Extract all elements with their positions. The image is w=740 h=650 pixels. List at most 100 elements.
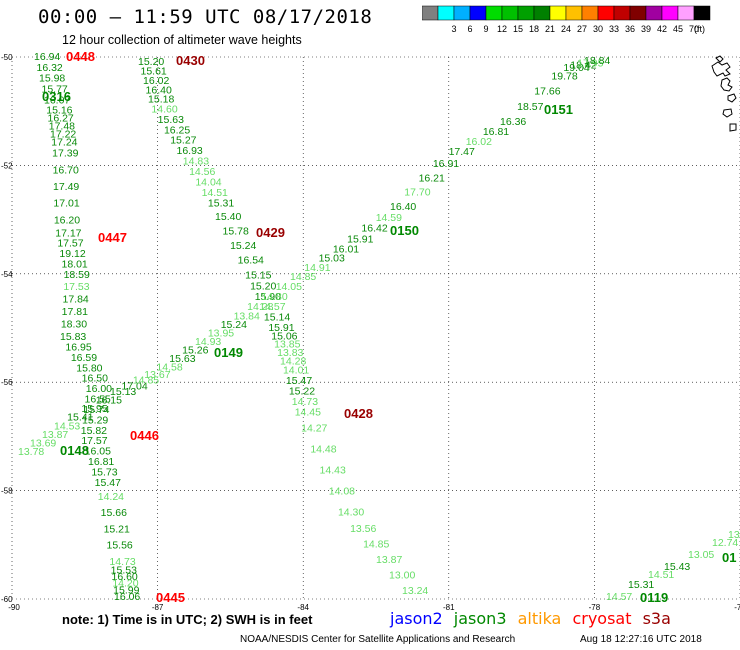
track-c-value: 17.66 — [534, 86, 560, 98]
credit-line: NOAA/NESDIS Center for Satellite Applica… — [240, 634, 516, 645]
track-c-value: 16.36 — [500, 116, 526, 128]
track-c-value: 14.93 — [195, 336, 221, 348]
track-a-value: 15.77 — [42, 84, 68, 96]
track-a-value: 17.24 — [51, 136, 77, 148]
track-a-value: 17.39 — [52, 148, 78, 160]
pass-label: 01 — [722, 550, 736, 565]
track-a-value: 15.66 — [101, 507, 127, 519]
track-a-value: 15.73 — [91, 466, 117, 478]
legend-label: 12 — [497, 24, 507, 34]
track-a-value: 17.84 — [63, 294, 89, 306]
color-legend: 3 6 9 12 15 18 21 24 27 30 33 36 39 42 45 70(ft) — [422, 5, 711, 34]
track-a-value: 19.12 — [59, 248, 85, 260]
track-c-value: 19.78 — [551, 71, 577, 83]
sat-altika: altika — [517, 609, 562, 628]
track-b-value: 16.02 — [143, 75, 169, 87]
track-c-value: 14.80 — [261, 291, 287, 303]
track-c-value: 17.70 — [404, 187, 430, 199]
track-b-value: 16.25 — [164, 124, 190, 136]
track-c-value: 18.57 — [517, 101, 543, 113]
legend-label: 39 — [641, 24, 651, 34]
legend-swatch — [693, 5, 711, 21]
x-tick-label: -75 — [734, 603, 740, 612]
track-a-value: 18.01 — [62, 259, 88, 271]
track-b-value: 14.48 — [310, 444, 336, 456]
track-b-value: 13.83 — [277, 347, 303, 359]
track-d-value: 13.24 — [728, 529, 740, 541]
track-b-value: 14.04 — [195, 177, 221, 189]
track-a-value: 15.29 — [82, 414, 108, 426]
track-a-value: 18.30 — [61, 319, 87, 331]
track-c-value: 15.13 — [110, 386, 136, 398]
track-a-value: 15.47 — [95, 477, 121, 489]
track-a-value: 16.27 — [48, 113, 74, 125]
track-c-value: 16.21 — [419, 172, 445, 184]
track-b-value: 14.85 — [363, 539, 389, 551]
legend-label: 6 — [467, 24, 472, 34]
coastline-fragment — [722, 108, 733, 118]
track-a-value: 16.70 — [53, 164, 79, 176]
chart-subtitle: 12 hour collection of altimeter wave hei… — [62, 33, 302, 47]
track-a-value: 16.81 — [88, 456, 114, 468]
pass-label: 0148 — [60, 443, 89, 458]
track-c-value: 16.01 — [333, 244, 359, 256]
track-b-value: 15.20 — [138, 56, 164, 68]
track-c-value: 15.24 — [221, 319, 247, 331]
track-b-value: 13.00 — [389, 570, 415, 582]
pass-label: 0149 — [214, 345, 243, 360]
track-c-value: 16.42 — [361, 223, 387, 235]
track-b-value: 15.22 — [289, 385, 315, 397]
coastline-fragment — [729, 123, 737, 132]
y-tick-label: -60 — [1, 595, 13, 604]
track-c-value: 15.41 — [67, 412, 93, 424]
track-a-value: 15.56 — [107, 540, 133, 552]
track-c-value: 18.42 — [570, 60, 596, 72]
track-a-value: 15.98 — [39, 73, 65, 85]
track-a-value: 17.57 — [81, 435, 107, 447]
track-c-value: 13.78 — [18, 446, 44, 458]
sat-jason2: jason2 — [390, 609, 443, 628]
track-c-value: 14.85 — [290, 271, 316, 283]
track-c-value: 13.69 — [30, 437, 56, 449]
pass-label: 0445 — [156, 590, 185, 605]
track-a-value: 15.99 — [113, 584, 139, 596]
track-d-value: 14.51 — [648, 569, 674, 581]
track-b-value: 15.78 — [223, 225, 249, 237]
track-c-value: 13.87 — [42, 429, 68, 441]
legend-unit: (ft) — [694, 24, 705, 34]
track-c-value: 15.91 — [347, 234, 373, 246]
axis-ticks: -90 -87 -84 -81 -78 -75 -50 -52 -54 -56 -58 -60 — [1, 53, 740, 612]
track-b-value: 15.20 — [250, 280, 276, 292]
track-b-value: 16.40 — [146, 84, 172, 96]
track-c-value: 16.40 — [390, 201, 416, 213]
legend-label: 21 — [545, 24, 555, 34]
track-a-value: 18.59 — [64, 269, 90, 281]
track-b-value: 15.61 — [141, 65, 167, 77]
track-c-value: 13.95 — [208, 327, 234, 339]
legend-label: 24 — [561, 24, 571, 34]
track-a-value: 17.17 — [55, 227, 81, 239]
track-b-value: 15.18 — [148, 94, 174, 106]
track-b-value: 14.30 — [338, 506, 364, 518]
track-c-value: 14.59 — [376, 212, 402, 224]
track-c-value: 15.03 — [319, 253, 345, 265]
track-a-value: 16.50 — [82, 373, 108, 385]
track-a-value: 15.16 — [46, 105, 72, 117]
y-tick-label: -50 — [1, 53, 13, 62]
track-a-value: 16.06 — [114, 591, 140, 603]
track-c-value: 17.04 — [121, 380, 147, 392]
track-b-value: 14.60 — [151, 103, 177, 115]
coastline-fragment — [720, 77, 733, 92]
track-a-value: 16.95 — [65, 341, 91, 353]
y-tick-label: -56 — [1, 378, 13, 387]
pass-label: 0316 — [42, 89, 71, 104]
timestamp: Aug 18 12:27:16 UTC 2018 — [580, 634, 702, 645]
track-b-value: 16.54 — [238, 255, 264, 267]
track-b-value: 14.57 — [259, 301, 285, 313]
footnote: note: 1) Time is in UTC; 2) SWH is in fe… — [62, 612, 313, 627]
track-b-value: 13.85 — [274, 339, 300, 351]
track-a-value: 16.05 — [85, 446, 111, 458]
x-tick-label: -90 — [8, 603, 20, 612]
track-c-value: 14.85 — [133, 375, 159, 387]
